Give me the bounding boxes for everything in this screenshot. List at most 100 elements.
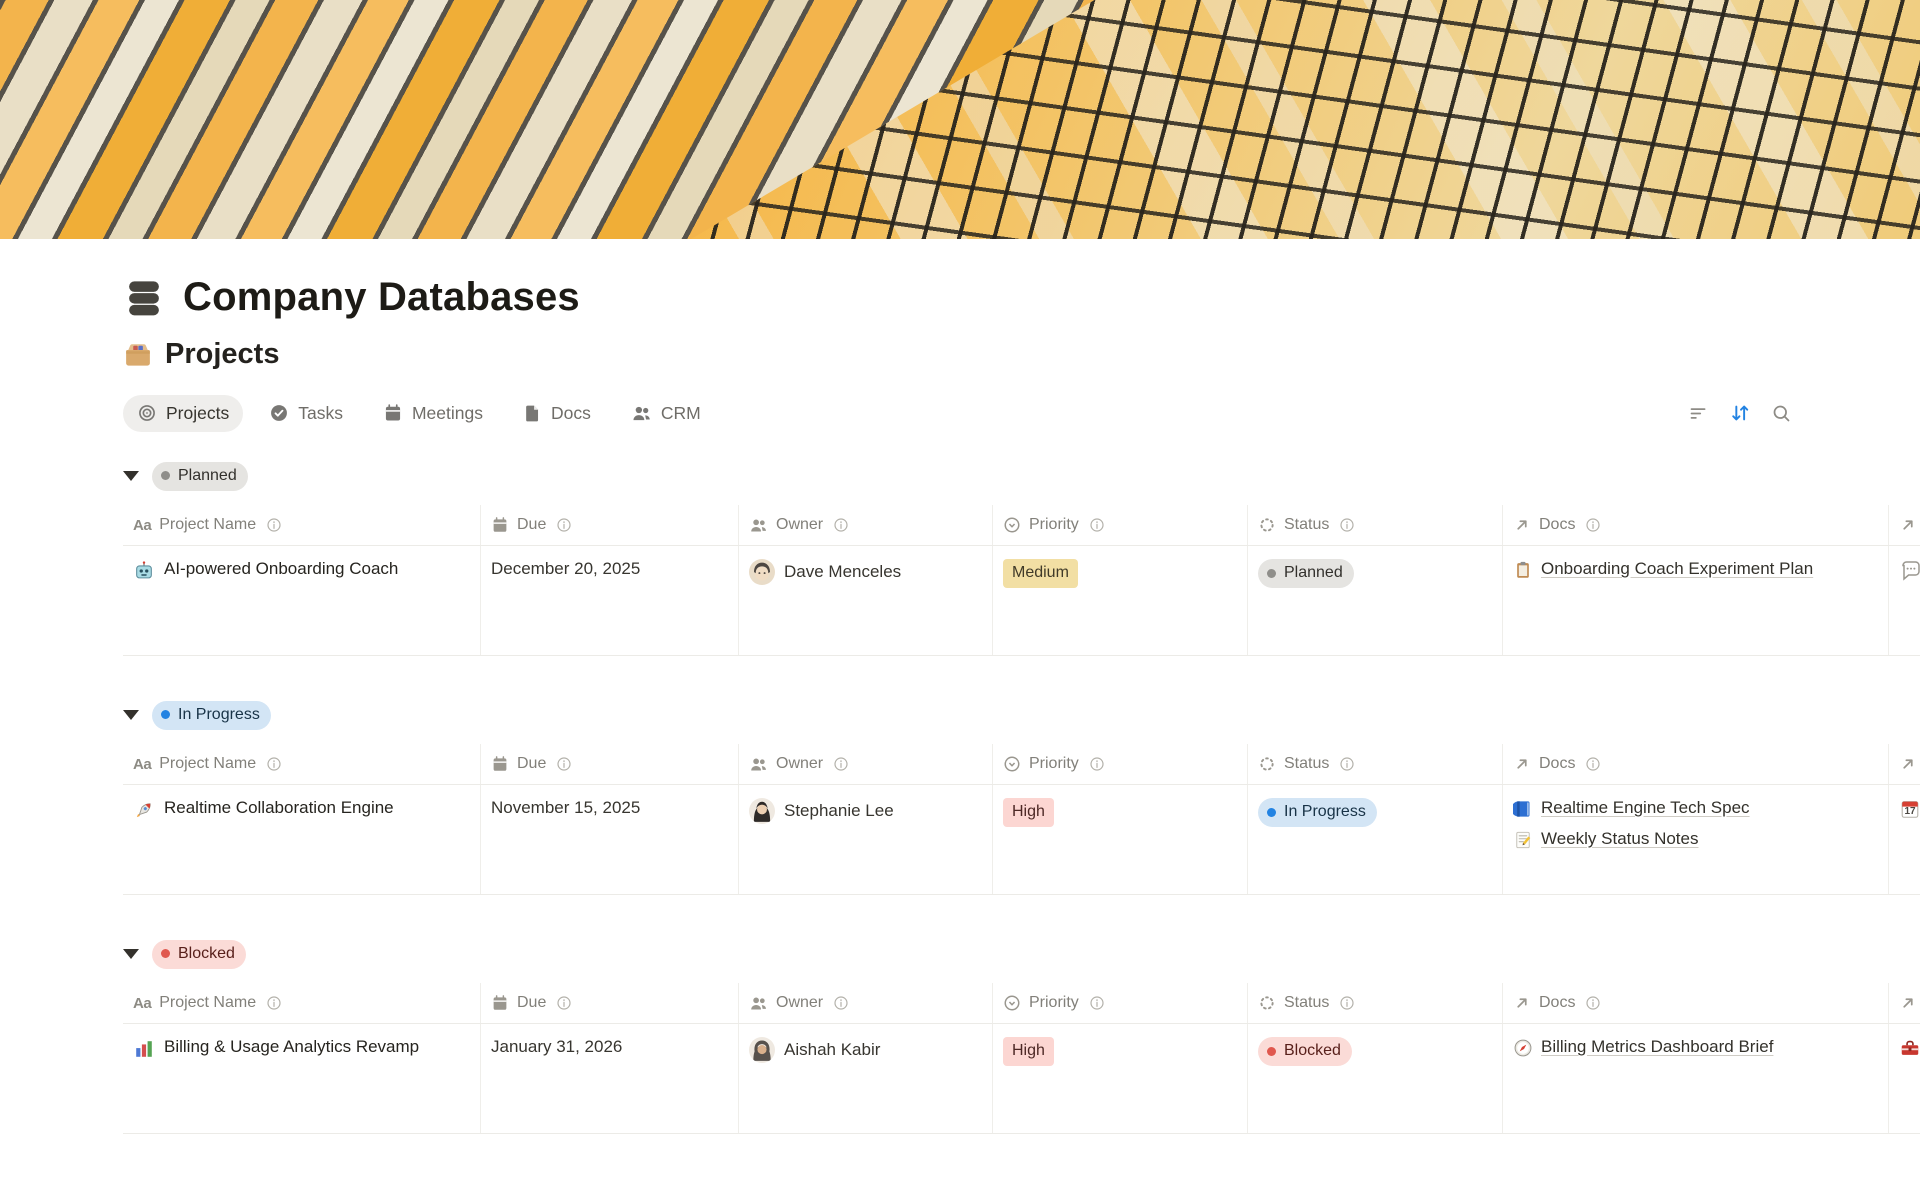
- column-header-priority[interactable]: Priority: [993, 744, 1248, 784]
- calendar-icon: [383, 403, 403, 423]
- owner-cell[interactable]: Dave Menceles: [739, 546, 993, 655]
- priority-tag: High: [1003, 798, 1054, 827]
- database-icon: [123, 277, 165, 319]
- tab-meetings[interactable]: Meetings: [369, 395, 497, 432]
- tab-projects[interactable]: Projects: [123, 394, 244, 432]
- column-header-owner[interactable]: Owner: [739, 744, 993, 784]
- tab-docs[interactable]: Docs: [509, 395, 605, 432]
- status-cell[interactable]: Planned: [1248, 546, 1503, 655]
- avatar: [749, 559, 775, 585]
- column-header-due[interactable]: Due: [481, 505, 739, 545]
- select-icon: [1003, 994, 1021, 1012]
- relation-arrow-icon: [1513, 755, 1531, 773]
- relation-cell[interactable]: [1889, 1024, 1920, 1133]
- column-header-relation[interactable]: [1889, 505, 1920, 545]
- status-cell[interactable]: Blocked: [1248, 1024, 1503, 1133]
- due-cell[interactable]: November 15, 2025: [481, 785, 739, 894]
- project-name-cell[interactable]: Billing & Usage Analytics Revamp: [123, 1024, 481, 1133]
- column-header-due[interactable]: Due: [481, 744, 739, 784]
- column-header-due[interactable]: Due: [481, 983, 739, 1023]
- bar-chart-icon: [133, 1038, 155, 1060]
- column-header-docs[interactable]: Docs: [1503, 505, 1889, 545]
- status-cell[interactable]: In Progress: [1248, 785, 1503, 894]
- doc-link[interactable]: Realtime Engine Tech Spec: [1541, 798, 1750, 817]
- doc-link[interactable]: Onboarding Coach Experiment Plan: [1541, 559, 1814, 578]
- column-header-owner[interactable]: Owner: [739, 983, 993, 1023]
- status-dot-icon: [161, 949, 170, 958]
- group-badge[interactable]: Planned: [152, 461, 248, 491]
- status-spinner-icon: [1258, 994, 1276, 1012]
- info-icon: [266, 517, 282, 533]
- status-badge: Planned: [1258, 559, 1354, 588]
- column-header-status[interactable]: Status: [1248, 505, 1503, 545]
- column-header-relation[interactable]: [1889, 983, 1920, 1023]
- status-badge: Blocked: [1258, 1037, 1352, 1066]
- status-spinner-icon: [1258, 755, 1276, 773]
- robot-icon: [133, 560, 155, 582]
- priority-tag: Medium: [1003, 559, 1078, 588]
- status-dot-icon: [161, 471, 170, 480]
- doc-link[interactable]: Billing Metrics Dashboard Brief: [1541, 1037, 1774, 1056]
- priority-cell[interactable]: Medium: [993, 546, 1248, 655]
- card-index-icon: [123, 340, 153, 370]
- relation-cell[interactable]: 17: [1889, 785, 1920, 894]
- owner-cell[interactable]: Aishah Kabir: [739, 1024, 993, 1133]
- docs-cell[interactable]: Onboarding Coach Experiment Plan: [1503, 546, 1889, 655]
- project-name-cell[interactable]: AI-powered Onboarding Coach: [123, 546, 481, 655]
- column-header-priority[interactable]: Priority: [993, 983, 1248, 1023]
- avatar: [749, 1037, 775, 1063]
- column-header-relation[interactable]: [1889, 744, 1920, 784]
- status-dot-icon: [1267, 568, 1276, 578]
- column-header-priority[interactable]: Priority: [993, 505, 1248, 545]
- column-header-project-name[interactable]: Aa Project Name: [123, 744, 481, 784]
- comment-icon: [1899, 559, 1920, 583]
- info-icon: [556, 995, 572, 1011]
- clipboard-icon: [1513, 560, 1533, 580]
- table-header: Aa Project Name Due Owner Priority: [123, 744, 1920, 785]
- group-toggle-icon[interactable]: [123, 710, 139, 720]
- table-row: Billing & Usage Analytics Revamp January…: [123, 1024, 1920, 1134]
- tab-tasks[interactable]: Tasks: [255, 395, 357, 432]
- column-header-project-name[interactable]: Aa Project Name: [123, 983, 481, 1023]
- docs-cell[interactable]: Billing Metrics Dashboard Brief: [1503, 1024, 1889, 1133]
- info-icon: [1339, 517, 1355, 533]
- column-header-docs[interactable]: Docs: [1503, 744, 1889, 784]
- calendar-17-icon: 17: [1899, 798, 1920, 820]
- filter-icon[interactable]: [1688, 403, 1709, 424]
- info-icon: [833, 756, 849, 772]
- owner-cell[interactable]: Stephanie Lee: [739, 785, 993, 894]
- tab-crm[interactable]: CRM: [617, 395, 715, 432]
- column-header-docs[interactable]: Docs: [1503, 983, 1889, 1023]
- info-icon: [556, 756, 572, 772]
- relation-cell[interactable]: [1889, 546, 1920, 655]
- status-badge: In Progress: [1258, 798, 1377, 827]
- priority-tag: High: [1003, 1037, 1054, 1066]
- people-icon: [631, 403, 652, 424]
- info-icon: [1339, 756, 1355, 772]
- due-cell[interactable]: December 20, 2025: [481, 546, 739, 655]
- group-badge[interactable]: In Progress: [152, 700, 271, 730]
- people-icon: [749, 516, 768, 535]
- priority-cell[interactable]: High: [993, 785, 1248, 894]
- people-icon: [749, 994, 768, 1013]
- column-header-status[interactable]: Status: [1248, 983, 1503, 1023]
- view-actions: [1688, 402, 1792, 424]
- group-badge[interactable]: Blocked: [152, 939, 246, 969]
- column-header-project-name[interactable]: Aa Project Name: [123, 505, 481, 545]
- select-icon: [1003, 516, 1021, 534]
- info-icon: [1585, 756, 1601, 772]
- select-icon: [1003, 755, 1021, 773]
- doc-link[interactable]: Weekly Status Notes: [1541, 829, 1699, 848]
- rocket-icon: [133, 799, 155, 821]
- group-toggle-icon[interactable]: [123, 949, 139, 959]
- docs-cell[interactable]: Realtime Engine Tech Spec Weekly Status …: [1503, 785, 1889, 894]
- project-name-cell[interactable]: Realtime Collaboration Engine: [123, 785, 481, 894]
- priority-cell[interactable]: High: [993, 1024, 1248, 1133]
- column-header-owner[interactable]: Owner: [739, 505, 993, 545]
- column-header-status[interactable]: Status: [1248, 744, 1503, 784]
- search-icon[interactable]: [1771, 403, 1792, 424]
- due-cell[interactable]: January 31, 2026: [481, 1024, 739, 1133]
- sort-icon[interactable]: [1729, 402, 1751, 424]
- table-header: Aa Project Name Due Owner Priority: [123, 505, 1920, 546]
- group-toggle-icon[interactable]: [123, 471, 139, 481]
